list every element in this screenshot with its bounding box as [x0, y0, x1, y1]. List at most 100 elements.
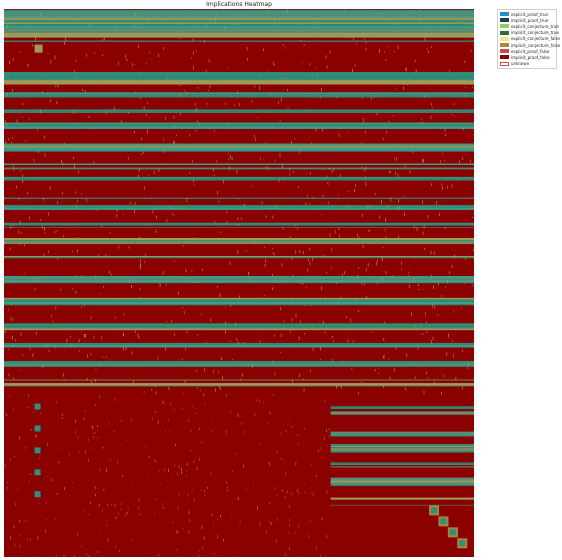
heatmap-cell — [292, 379, 293, 383]
heatmap-cell — [289, 236, 291, 240]
heatmap-cell — [287, 145, 289, 147]
heatmap-cell — [41, 125, 43, 128]
heatmap-cell — [445, 31, 447, 34]
heatmap-cell — [405, 68, 406, 71]
heatmap-cell — [235, 322, 236, 326]
heatmap-cell — [88, 513, 90, 516]
legend-swatch — [500, 49, 509, 54]
heatmap-cell — [467, 80, 469, 84]
heatmap-cell — [129, 279, 130, 283]
heatmap-row-band — [4, 179, 474, 181]
heatmap-cell — [70, 335, 71, 338]
heatmap-cell — [434, 360, 435, 363]
heatmap-cell — [7, 481, 8, 484]
heatmap-cell — [327, 181, 329, 185]
legend-item: implicit_proof_true — [500, 17, 554, 23]
heatmap-cell — [160, 482, 162, 484]
heatmap-cell — [223, 179, 224, 184]
heatmap-cell — [229, 154, 231, 159]
heatmap-cell — [337, 302, 339, 305]
heatmap-cell — [40, 218, 42, 221]
heatmap-cell — [288, 417, 290, 420]
heatmap-row-band — [4, 94, 474, 97]
heatmap-row-band — [330, 480, 474, 483]
heatmap-cell — [259, 399, 260, 403]
heatmap-cell — [456, 18, 458, 22]
heatmap-cell — [165, 283, 167, 286]
heatmap-cell — [335, 385, 337, 389]
heatmap-row-band — [4, 107, 474, 110]
heatmap-cell — [86, 198, 88, 202]
heatmap-cell — [68, 79, 70, 81]
heatmap-row-band — [4, 191, 474, 193]
heatmap-cell — [216, 285, 218, 289]
heatmap-cell — [190, 17, 192, 21]
heatmap-cell — [164, 467, 166, 472]
heatmap-cell — [158, 168, 160, 173]
heatmap-cell — [20, 231, 22, 234]
heatmap-cell — [234, 14, 235, 19]
heatmap-cell — [17, 488, 19, 491]
heatmap-row-band — [4, 385, 474, 387]
heatmap-cell — [353, 38, 354, 41]
heatmap-cell — [310, 94, 312, 98]
heatmap-cell — [345, 316, 347, 319]
heatmap-cell — [229, 340, 231, 342]
heatmap-cell — [99, 395, 100, 399]
heatmap-cell — [102, 509, 104, 512]
heatmap-cell — [110, 503, 112, 506]
heatmap-cell — [383, 321, 385, 324]
heatmap-cell — [283, 76, 284, 80]
heatmap-cell — [224, 321, 226, 326]
heatmap-row-band — [4, 197, 474, 199]
heatmap-cells — [4, 9, 474, 557]
heatmap-row-band — [4, 205, 474, 209]
heatmap-cell — [394, 157, 395, 160]
heatmap-cell — [143, 106, 145, 110]
heatmap-cell — [47, 443, 48, 447]
heatmap-cell — [91, 380, 93, 385]
heatmap-cell — [393, 115, 394, 117]
heatmap-cell — [226, 123, 228, 127]
heatmap-cell — [434, 304, 436, 309]
heatmap-cell — [354, 64, 356, 67]
heatmap-row-band — [330, 504, 474, 506]
heatmap-row-band — [4, 328, 474, 331]
heatmap-cell — [413, 225, 415, 229]
heatmap-cell — [338, 33, 339, 36]
heatmap-cell — [148, 455, 150, 458]
heatmap-cell — [171, 320, 172, 323]
heatmap-cell — [422, 231, 424, 236]
heatmap-cell — [280, 97, 282, 102]
heatmap-cell — [315, 128, 317, 132]
heatmap-cell — [22, 180, 24, 184]
heatmap-cell — [79, 19, 81, 21]
heatmap-cell — [345, 126, 347, 128]
heatmap-row-band — [4, 168, 474, 170]
heatmap-cell — [433, 285, 434, 289]
heatmap-cell — [421, 121, 423, 126]
heatmap-cell — [427, 215, 429, 219]
heatmap-cell — [105, 254, 107, 257]
heatmap-cell — [71, 344, 73, 347]
heatmap-cell — [64, 41, 65, 45]
heatmap-cell — [424, 248, 426, 250]
heatmap-cell — [177, 531, 179, 534]
heatmap-cell — [295, 313, 297, 318]
heatmap-cell — [6, 413, 8, 417]
heatmap-cell — [453, 383, 455, 386]
heatmap-cell — [181, 207, 182, 211]
heatmap-cell — [294, 138, 296, 140]
heatmap-cell — [365, 47, 367, 51]
heatmap-cell — [76, 222, 77, 226]
heatmap-cell — [168, 207, 170, 210]
heatmap-cell — [423, 224, 425, 229]
heatmap-cell — [226, 430, 227, 434]
heatmap-cell — [22, 102, 24, 106]
heatmap-cell — [101, 224, 103, 228]
heatmap-cell — [214, 130, 215, 132]
heatmap-cell — [281, 263, 283, 267]
heatmap-cell — [75, 275, 76, 279]
heatmap-row-band — [330, 406, 474, 408]
heatmap-cell — [163, 47, 164, 50]
